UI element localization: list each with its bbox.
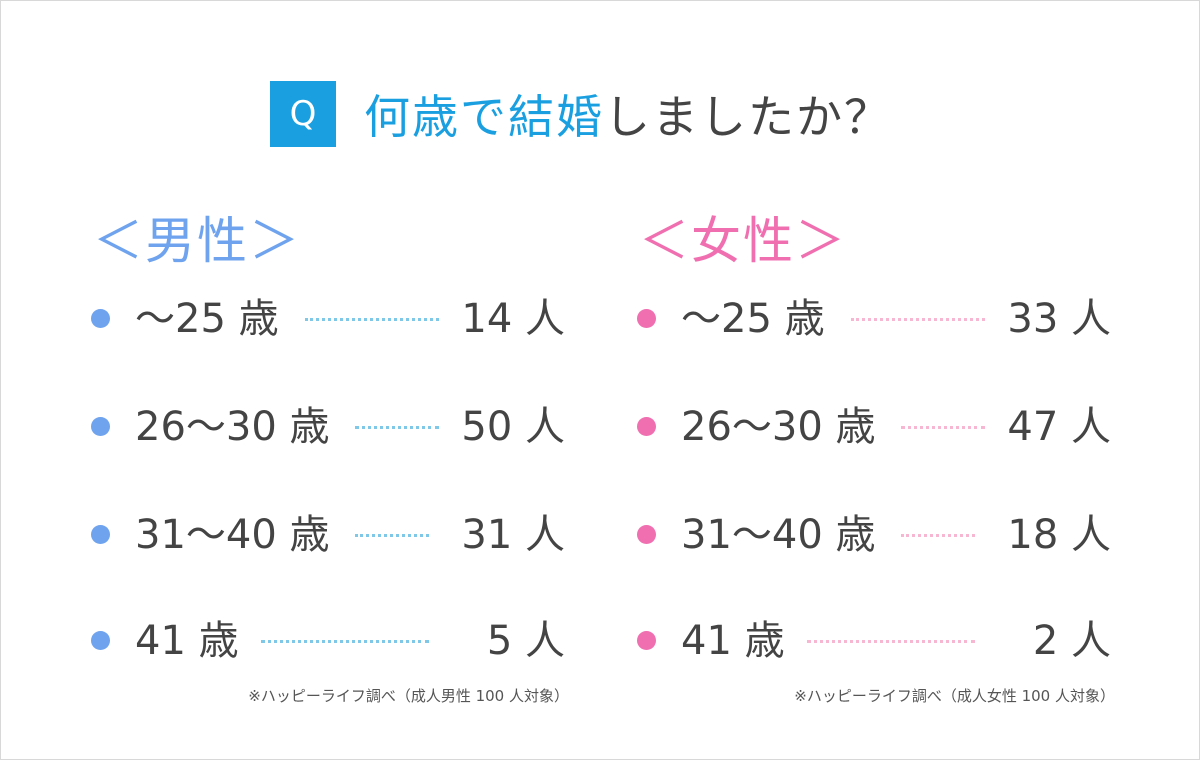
female-row-4: 41 歳 2 人 [635, 611, 1111, 671]
female-column: ＜女性＞ 〜25 歳 33 人 26〜30 歳 47 人 31〜40 歳 18 … [635, 201, 1115, 705]
bullet-dot-icon [91, 631, 110, 650]
leader-line [355, 534, 429, 537]
male-age-4: 41 歳 [135, 618, 239, 664]
bullet-dot-icon [637, 417, 656, 436]
leader-line [355, 426, 439, 429]
female-survey-note: ※ハッピーライフ調べ（成人女性 100 人対象） [794, 687, 1115, 705]
male-count-4: 5 人 [486, 618, 565, 664]
bullet-dot-icon [91, 525, 110, 544]
male-survey-note: ※ハッピーライフ調べ（成人男性 100 人対象） [248, 687, 569, 705]
leader-line [807, 640, 975, 643]
female-header: ＜女性＞ [639, 212, 847, 270]
male-count-2: 50 人 [461, 404, 565, 450]
male-row-4: 41 歳 5 人 [89, 611, 565, 671]
female-age-2: 26〜30 歳 [681, 404, 876, 450]
bullet-dot-icon [637, 631, 656, 650]
bullet-dot-icon [637, 525, 656, 544]
male-age-1: 〜25 歳 [135, 296, 279, 342]
leader-line [901, 426, 985, 429]
male-age-2: 26〜30 歳 [135, 404, 330, 450]
bullet-dot-icon [91, 417, 110, 436]
leader-line [261, 640, 429, 643]
female-count-1: 33 人 [1007, 296, 1111, 342]
female-age-3: 31〜40 歳 [681, 512, 876, 558]
question-rest-text: しましたか？ [604, 90, 892, 144]
male-count-3: 31 人 [461, 512, 565, 558]
female-row-3: 31〜40 歳 18 人 [635, 505, 1111, 565]
male-age-3: 31〜40 歳 [135, 512, 330, 558]
question-badge: Q [270, 81, 336, 147]
male-row-3: 31〜40 歳 31 人 [89, 505, 565, 565]
leader-line [305, 318, 439, 321]
male-column: ＜男性＞ 〜25 歳 14 人 26〜30 歳 50 人 31〜40 歳 31 … [89, 201, 569, 705]
female-count-3: 18 人 [1007, 512, 1111, 558]
question-accent-text: 何歳で結婚 [364, 90, 604, 144]
female-row-2: 26〜30 歳 47 人 [635, 397, 1111, 457]
female-age-4: 41 歳 [681, 618, 785, 664]
male-row-2: 26〜30 歳 50 人 [89, 397, 565, 457]
female-count-2: 47 人 [1007, 404, 1111, 450]
female-age-1: 〜25 歳 [681, 296, 825, 342]
male-header: ＜男性＞ [93, 212, 301, 270]
male-row-1: 〜25 歳 14 人 [89, 289, 565, 349]
female-count-4: 2 人 [1032, 618, 1111, 664]
bullet-dot-icon [91, 309, 110, 328]
leader-line [851, 318, 985, 321]
bullet-dot-icon [637, 309, 656, 328]
leader-line [901, 534, 975, 537]
male-count-1: 14 人 [461, 296, 565, 342]
question-text: 何歳で結婚しましたか？ [364, 81, 892, 147]
question-heading: Q 何歳で結婚しましたか？ [1, 81, 1200, 147]
female-row-1: 〜25 歳 33 人 [635, 289, 1111, 349]
